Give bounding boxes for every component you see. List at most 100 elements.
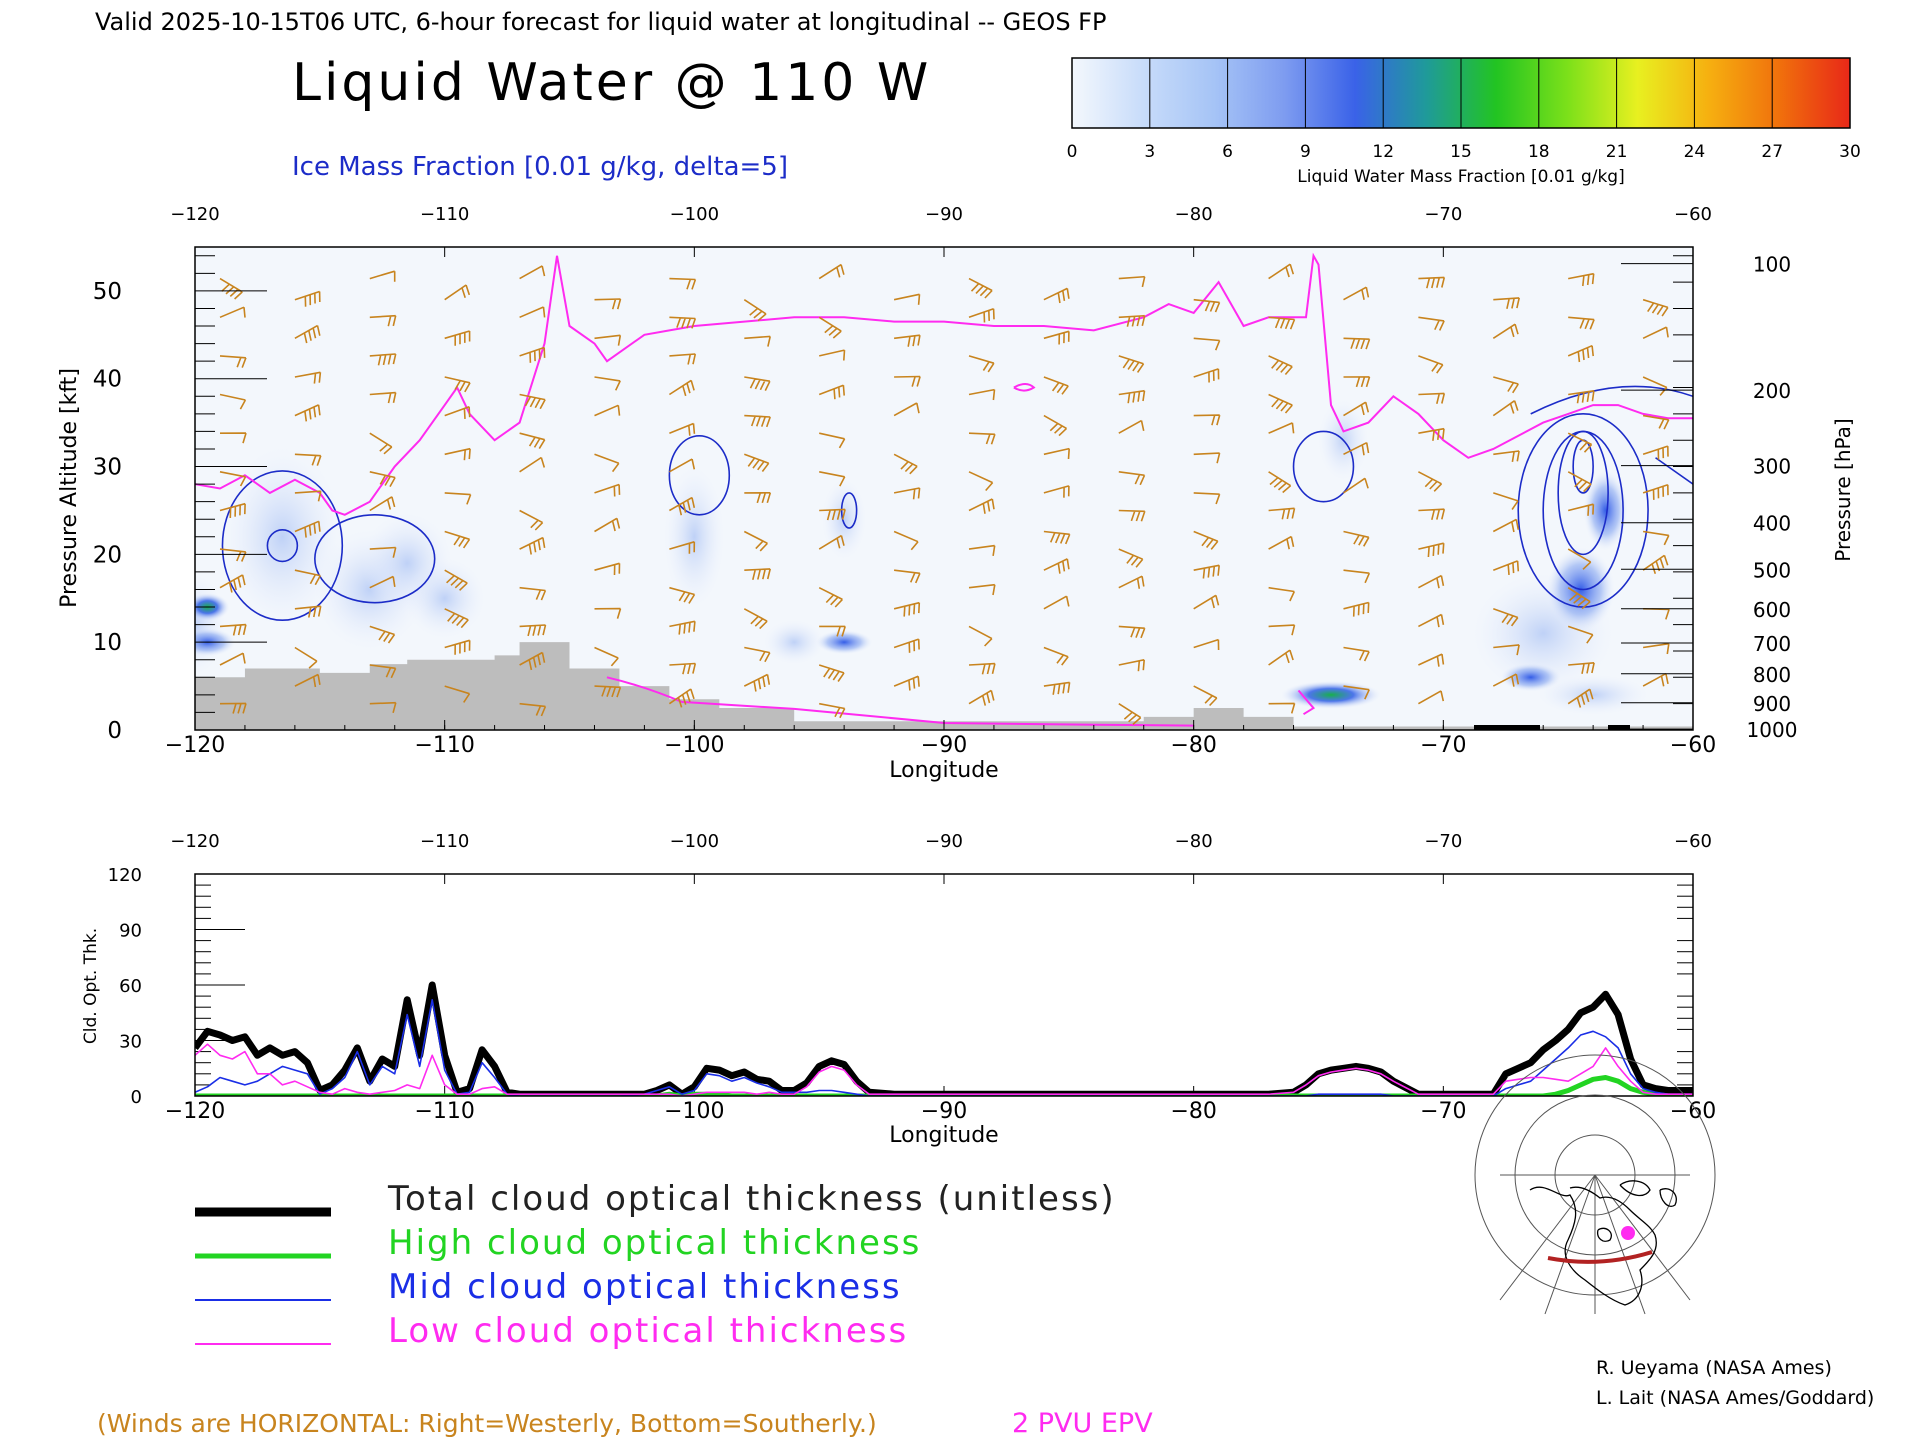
wind-barb — [1418, 392, 1446, 404]
wind-barb — [1568, 662, 1595, 674]
pressure-tick-label: 300 — [1753, 455, 1791, 479]
wind-barb — [669, 620, 696, 635]
wind-barb — [294, 520, 321, 538]
wind-barb — [594, 483, 621, 497]
wind-barb — [219, 471, 247, 487]
wind-barb — [519, 624, 547, 637]
top-tick-label: −60 — [1674, 204, 1712, 225]
wind-barb — [894, 569, 921, 584]
wind-barb — [818, 586, 843, 608]
locator-coastlines — [1529, 1180, 1677, 1306]
wind-barb — [1268, 355, 1293, 376]
wind-barb — [1343, 646, 1370, 662]
wind-barb — [594, 562, 621, 576]
optical-panel: 0 30 60 90 120 −120 −110 −100 −90 −80 −70 −60 Longi… — [81, 865, 1716, 1148]
colorbar: 0 3 6 9 12 15 18 21 24 27 30 Liquid Water Mass Fra… — [1067, 57, 1861, 187]
wind-barb — [444, 447, 471, 461]
wind-barb — [1268, 507, 1296, 520]
wind-barb — [519, 306, 546, 319]
wind-barb — [444, 530, 471, 549]
top-tick-label: −70 — [1424, 204, 1462, 225]
cross-section-bg — [195, 247, 1693, 730]
wind-barb — [519, 265, 546, 280]
page-title: Liquid Water @ 110 W — [292, 53, 931, 113]
wind-barb — [893, 675, 920, 691]
wind-barb — [369, 496, 396, 512]
liquid-water-core — [1500, 663, 1561, 692]
cross-section-panel: −120 −110 −100 −90 −80 −70 −60 0 10 20 30 40 50 100 20… — [57, 246, 1855, 783]
liquid-water-core — [1583, 470, 1628, 551]
wind-barb — [1493, 608, 1519, 627]
wind-barb — [1343, 337, 1371, 350]
wind-barb — [968, 689, 995, 706]
wind-barb — [294, 673, 321, 688]
wind-barb — [1268, 649, 1294, 666]
x-tick-label: −110 — [414, 733, 474, 758]
wind-barb — [1567, 625, 1594, 644]
epv-fragment — [1013, 383, 1036, 392]
y-tick-label: 40 — [93, 367, 122, 393]
wind-barb — [594, 646, 619, 667]
top-tick-label: −100 — [670, 831, 719, 852]
epv-fragment — [1297, 689, 1316, 716]
op-x-tick-label: −70 — [1420, 1099, 1466, 1124]
ice-contour — [266, 528, 299, 563]
wind-barb — [444, 405, 471, 419]
locator-section-line — [1547, 1250, 1653, 1264]
cross-section-ylabel-right: Pressure [hPa] — [1831, 418, 1855, 561]
top-tick-label: −110 — [420, 831, 469, 852]
wind-barb — [519, 432, 546, 450]
top-tick-label: −110 — [420, 204, 469, 225]
wind-barb — [1567, 471, 1592, 493]
y-tick-label: 50 — [93, 279, 122, 305]
wind-barb — [968, 625, 993, 647]
wind-barb — [669, 316, 697, 329]
cross-section-top-axis: −120 −110 −100 −90 −80 −70 −60 — [170, 204, 1712, 225]
colorbar-frame — [1071, 57, 1851, 129]
wind-barb — [1268, 422, 1295, 434]
wind-barb — [744, 376, 771, 391]
wind-barb — [519, 393, 546, 410]
wind-barb — [519, 346, 546, 363]
op-x-tick-label: −60 — [1670, 1099, 1716, 1124]
colorbar-tick-label: 27 — [1761, 142, 1783, 162]
wind-barb — [1493, 376, 1519, 394]
wind-barb — [1343, 601, 1370, 617]
wind-barb — [1118, 314, 1146, 327]
wind-barb — [1118, 575, 1145, 589]
cross-section-xlabel: Longitude — [889, 758, 998, 783]
wind-barb — [1343, 286, 1370, 301]
wind-barb — [369, 270, 396, 282]
wind-barb — [818, 534, 845, 550]
wind-barb — [968, 544, 996, 557]
wind-barb — [444, 376, 471, 393]
wind-barb — [1118, 509, 1146, 522]
wind-barb — [968, 583, 996, 596]
wind-barb — [1118, 419, 1145, 434]
wind-barb — [219, 702, 247, 714]
wind-barb — [594, 334, 622, 346]
locator-map — [1474, 1054, 1716, 1315]
wind-barb — [1418, 613, 1445, 628]
wind-barb — [1193, 298, 1221, 313]
op-x-tick-label: −120 — [165, 1099, 225, 1124]
wind-barb — [369, 575, 396, 589]
cloud-patch — [664, 466, 725, 607]
liquid-water-core — [816, 630, 873, 655]
op-y-tick-label: 90 — [119, 921, 142, 942]
legend-label-total: Total cloud optical thickness (unitless) — [387, 1179, 1116, 1219]
wind-barb — [219, 548, 247, 562]
wind-barb — [1343, 569, 1371, 584]
wind-barb — [594, 404, 621, 417]
wind-barb — [594, 607, 622, 619]
colorbar-cells — [1072, 58, 1850, 128]
wind-barb — [1642, 672, 1669, 687]
colorbar-ticks: 0 3 6 9 12 15 18 21 24 27 30 — [1067, 142, 1861, 162]
colorbar-tick-label: 9 — [1300, 142, 1311, 162]
legend-label-high: High cloud optical thickness — [388, 1223, 921, 1263]
wind-barb — [1343, 401, 1370, 417]
wind-barb — [219, 277, 243, 300]
op-x-tick-label: −90 — [921, 1099, 967, 1124]
wind-barb — [1268, 535, 1295, 550]
wind-barb — [1268, 586, 1296, 602]
